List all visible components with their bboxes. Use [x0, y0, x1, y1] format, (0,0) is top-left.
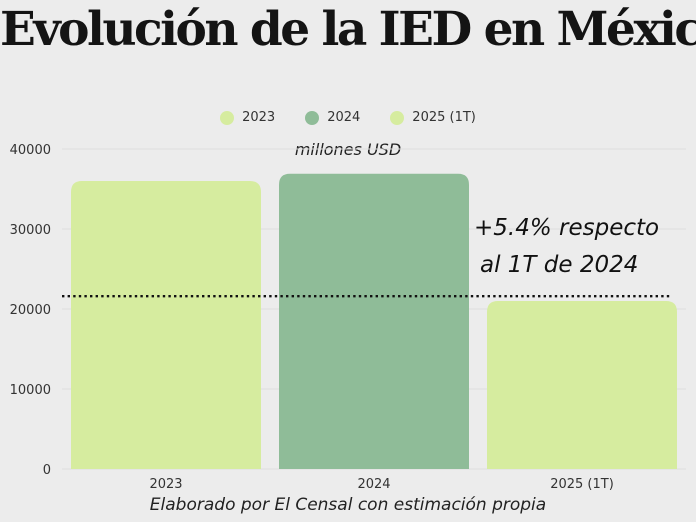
y-tick-label-1: 10000 — [10, 383, 51, 398]
legend-item-2024[interactable]: 2024 — [305, 110, 360, 125]
annotation-line-1: +5.4% respecto — [474, 215, 660, 241]
y-tick-label-0: 0 — [43, 463, 51, 478]
legend-swatch-2023 — [220, 110, 235, 125]
growth-annotation: +5.4% respecto al 1T de 2024 — [474, 210, 694, 284]
source-note: Elaborado por El Censal con estimación p… — [149, 495, 547, 515]
legend-item-2023[interactable]: 2023 — [220, 110, 275, 125]
legend-item-2025[interactable]: 2025 (1T) — [390, 110, 476, 125]
bar-0 — [71, 181, 261, 469]
legend: 2023 2024 2025 (1T) — [0, 110, 696, 125]
chart-title: Evolución de la IED en México — [0, 2, 696, 57]
bar-2 — [487, 301, 677, 469]
bar-1 — [279, 173, 469, 470]
legend-label-2023: 2023 — [242, 110, 276, 125]
annotation-line-2: al 1T de 2024 — [480, 252, 639, 278]
x-tick-label-0: 2023 — [149, 477, 182, 492]
legend-label-2025: 2025 (1T) — [412, 110, 476, 125]
y-tick-label-3: 30000 — [10, 223, 51, 238]
x-tick-label-1: 2024 — [357, 477, 390, 492]
y-tick-label-2: 20000 — [10, 303, 51, 318]
legend-label-2024: 2024 — [327, 110, 361, 125]
legend-swatch-2025 — [390, 110, 405, 125]
x-tick-label-2: 2025 (1T) — [550, 477, 614, 492]
y-tick-label-4: 40000 — [10, 143, 51, 158]
legend-swatch-2024 — [305, 110, 320, 125]
